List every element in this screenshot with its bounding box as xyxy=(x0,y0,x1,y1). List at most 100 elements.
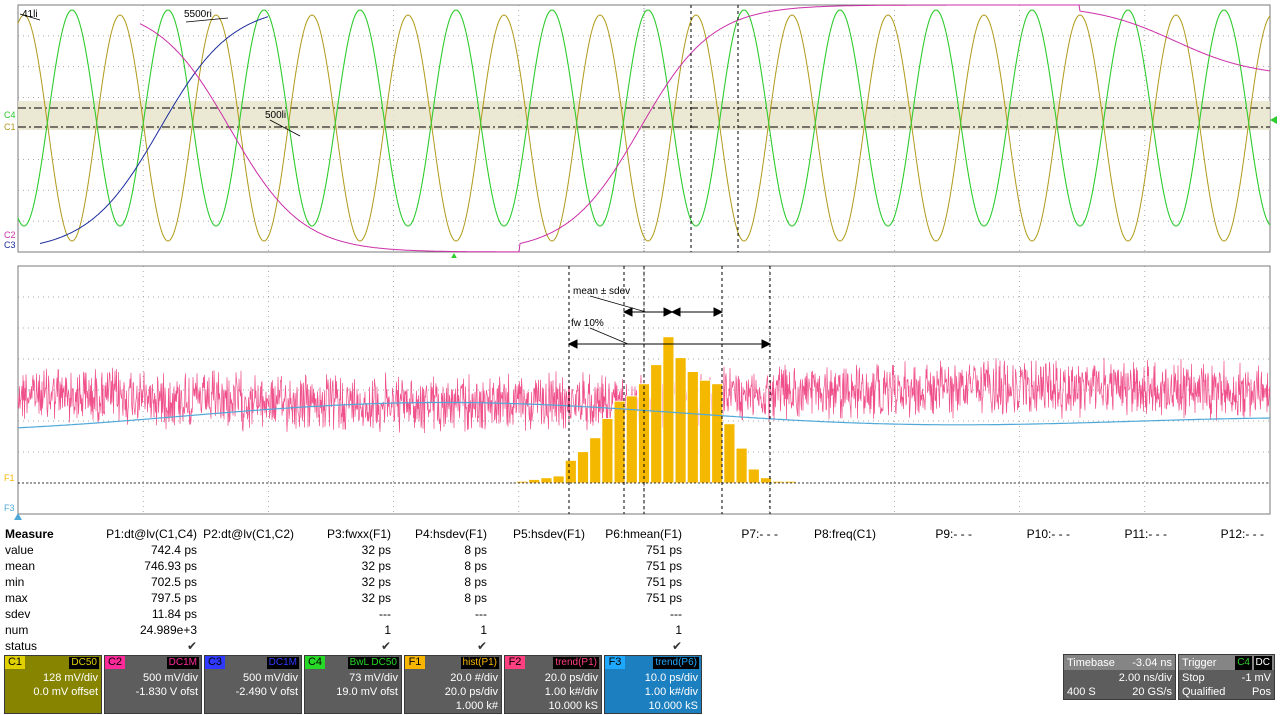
c1-level-marker[interactable] xyxy=(1270,116,1277,124)
measure-cell-max: 751 ps xyxy=(645,591,682,605)
measure-param-header[interactable]: P4:hsdev(F1) xyxy=(414,527,487,541)
channel-line-1: 128 mV/div xyxy=(42,672,98,684)
measure-cell-mean: 8 ps xyxy=(464,559,487,573)
histogram-bar xyxy=(552,475,565,484)
channel-coupling: DC1M xyxy=(266,657,299,669)
channel-tag: C2 xyxy=(105,656,125,669)
measure-param-header[interactable]: P3:fwxx(F1) xyxy=(326,527,391,541)
measure-param-header[interactable]: P9:- - - xyxy=(935,527,972,541)
measure-param-header[interactable]: P6:hmean(F1) xyxy=(605,527,682,541)
upper-waveform-grid[interactable]: 41li 5500ri 500li C4 C1 C2 C3 xyxy=(0,0,1280,258)
measure-row-label: status xyxy=(5,639,38,653)
measure-cell-status: ✔ xyxy=(476,639,487,653)
trigger-panel[interactable]: Trigger C4 DC Stop -1 mV Qualified Pos xyxy=(1178,654,1275,700)
measure-row-label: num xyxy=(5,623,29,637)
measure-param-header[interactable]: P5:hsdev(F1) xyxy=(512,527,585,541)
histogram-bar xyxy=(723,423,736,484)
trigger-mode: Stop xyxy=(1182,672,1205,684)
measure-row-label: mean xyxy=(5,559,36,573)
channel-line-3: 1.000 k# xyxy=(455,700,498,712)
measure-marker-500li: 500li xyxy=(265,110,286,121)
histogram-bar xyxy=(577,451,589,484)
channel-coupling: BwL DC50 xyxy=(347,657,399,669)
measure-param-header[interactable]: P11:- - - xyxy=(1124,527,1167,541)
c4-waveform xyxy=(17,9,1271,227)
trigger-title: Trigger xyxy=(1182,657,1217,669)
channel-line-2: 1.00 k#/div xyxy=(544,686,598,698)
histogram-bar xyxy=(528,479,541,484)
c1-threshold-band xyxy=(18,101,1270,130)
channel-line-3: 10.000 kS xyxy=(648,700,698,712)
histogram-bar xyxy=(686,371,699,484)
channel-line-1: 20.0 ps/div xyxy=(544,672,598,684)
timebase-title: Timebase xyxy=(1067,657,1115,669)
histogram-bar xyxy=(601,418,614,484)
trace-label-f3: F3 xyxy=(4,503,15,513)
measure-row-label: Measure xyxy=(5,527,54,541)
histogram-bar xyxy=(613,400,626,484)
measure-cell-value: 8 ps xyxy=(464,543,487,557)
channel-tag: F3 xyxy=(605,656,625,669)
timebase-panel[interactable]: Timebase -3.04 ns 2.00 ns/div 400 S 20 G… xyxy=(1063,654,1176,700)
measure-cell-mean: 751 ps xyxy=(645,559,682,573)
measure-param-header[interactable]: P7:- - - xyxy=(741,527,778,541)
measure-row-label: sdev xyxy=(5,607,31,621)
trigger-position-marker[interactable] xyxy=(450,253,458,258)
trace-label-f1: F1 xyxy=(4,473,15,483)
trigger-source: C4 xyxy=(1235,656,1252,670)
histogram-bar xyxy=(711,383,724,484)
measure-row-label: max xyxy=(5,591,28,605)
measure-cell-max: 8 ps xyxy=(464,591,487,605)
f3-level-marker[interactable] xyxy=(14,513,22,520)
channel-coupling: hist(P1) xyxy=(460,657,499,669)
channel-box-f3[interactable]: F3 trend(P6) 10.0 ps/div 1.00 k#/div 10.000 … xyxy=(604,655,702,714)
trigger-coupling: DC xyxy=(1253,656,1272,670)
measure-cell-value: 751 ps xyxy=(645,543,682,557)
measure-row-label: min xyxy=(5,575,25,589)
measure-cell-min: 751 ps xyxy=(645,575,682,589)
measure-cell-num: 1 xyxy=(480,623,487,637)
measure-cell-min: 8 ps xyxy=(464,575,487,589)
measure-cell-value: 742.4 ps xyxy=(150,543,197,557)
measure-cell-max: 797.5 ps xyxy=(150,591,197,605)
measure-cell-mean: 746.93 ps xyxy=(144,559,197,573)
trigger-level: -1 mV xyxy=(1241,672,1271,684)
channel-box-f1[interactable]: F1 hist(P1) 20.0 #/div 20.0 ps/div 1.000 k# xyxy=(404,655,502,714)
measure-param-header[interactable]: P12:- - - xyxy=(1220,527,1264,541)
channel-tag: C3 xyxy=(205,656,225,669)
channel-line-1: 20.0 #/div xyxy=(450,672,498,684)
trace-label-c2: C2 xyxy=(4,230,16,240)
histogram-bar xyxy=(589,437,602,484)
histogram-bar xyxy=(564,459,577,484)
channel-tag: F1 xyxy=(405,656,425,669)
measure-row-label: value xyxy=(5,543,34,557)
channel-box-c1[interactable]: C1 DC50 128 mV/div 0.0 mV offset xyxy=(4,655,102,714)
channel-coupling: trend(P1) xyxy=(553,657,599,669)
measure-param-header[interactable]: P8:freq(C1) xyxy=(813,527,876,541)
c2-waveform xyxy=(139,4,1271,253)
channel-line-2: -2.490 V ofst xyxy=(235,686,298,698)
measure-cell-num: 24.989e+3 xyxy=(139,623,197,637)
channel-coupling: DC50 xyxy=(69,657,99,669)
measure-cell-sdev: --- xyxy=(475,607,487,621)
channel-line-1: 500 mV/div xyxy=(142,672,198,684)
measure-cell-max: 32 ps xyxy=(361,591,391,605)
measure-cell-sdev: --- xyxy=(379,607,391,621)
histogram-bar xyxy=(674,357,687,484)
measure-param-header[interactable]: P2:dt@lv(C1,C2) xyxy=(203,527,294,541)
channel-line-1: 500 mV/div xyxy=(242,672,298,684)
channel-line-2: 20.0 ps/div xyxy=(444,686,498,698)
channel-tag: C1 xyxy=(5,656,25,669)
fw10-arrow xyxy=(567,339,772,349)
measure-marker-41li: 41li xyxy=(22,9,38,20)
measure-param-header[interactable]: P10:- - - xyxy=(1026,527,1070,541)
channel-box-f2[interactable]: F2 trend(P1) 20.0 ps/div 1.00 k#/div 10.000 … xyxy=(504,655,602,714)
histogram-bar xyxy=(747,468,760,484)
channel-box-c2[interactable]: C2 DC1M 500 mV/div -1.830 V ofst xyxy=(104,655,202,714)
channel-box-c4[interactable]: C4 BwL DC50 73 mV/div 19.0 mV ofst xyxy=(304,655,402,714)
lower-math-grid[interactable]: mean ± sdev fw 10% F1 F3 xyxy=(0,258,1280,520)
measure-param-header[interactable]: P1:dt@lv(C1,C4) xyxy=(106,527,197,541)
measure-cell-status: ✔ xyxy=(380,639,391,653)
histogram-bar xyxy=(662,336,675,484)
channel-box-c3[interactable]: C3 DC1M 500 mV/div -2.490 V ofst xyxy=(204,655,302,714)
